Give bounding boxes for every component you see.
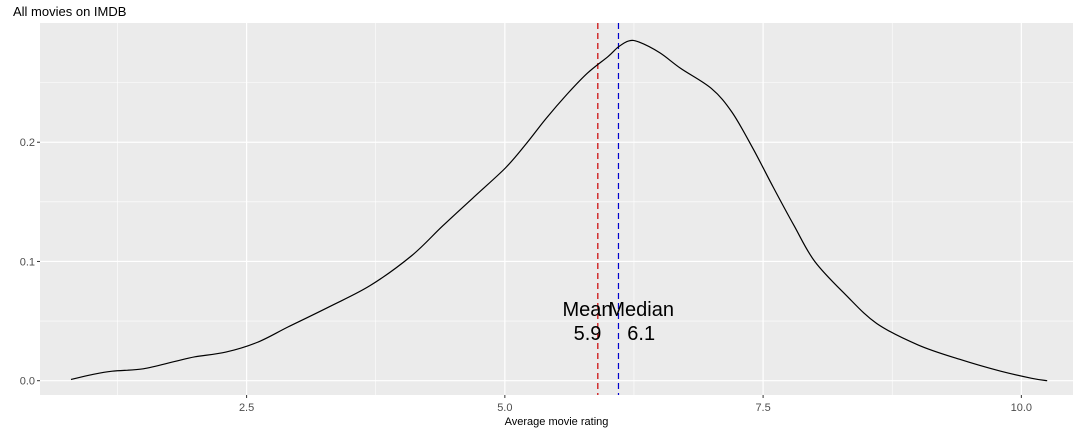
chart-title: All movies on IMDB [13,4,127,19]
annotation-value: 6.1 [627,323,655,345]
plot-panel [40,23,1073,395]
annotation-label: Median [608,299,674,321]
density-curve [70,39,1048,382]
x-tick-label: 7.5 [755,402,770,414]
x-tick-label: 5.0 [497,402,512,414]
y-tick-label: 0.0 [20,376,35,388]
x-tick-label: 10.0 [1011,402,1032,414]
x-axis-title: Average movie rating [505,416,609,428]
reference-lines [597,23,620,395]
x-tick-label: 2.5 [239,402,254,414]
y-tick-label: 0.2 [20,137,35,149]
y-tick-label: 0.1 [20,256,35,268]
annotation-label: Mean [562,299,612,321]
y-axis-ticks: 0.0 0.1 0.2 [20,137,40,388]
x-axis-ticks: 2.5 5.0 7.5 10.0 [239,395,1032,414]
annotation-value: 5.9 [574,323,602,345]
major-grid [40,23,1073,395]
